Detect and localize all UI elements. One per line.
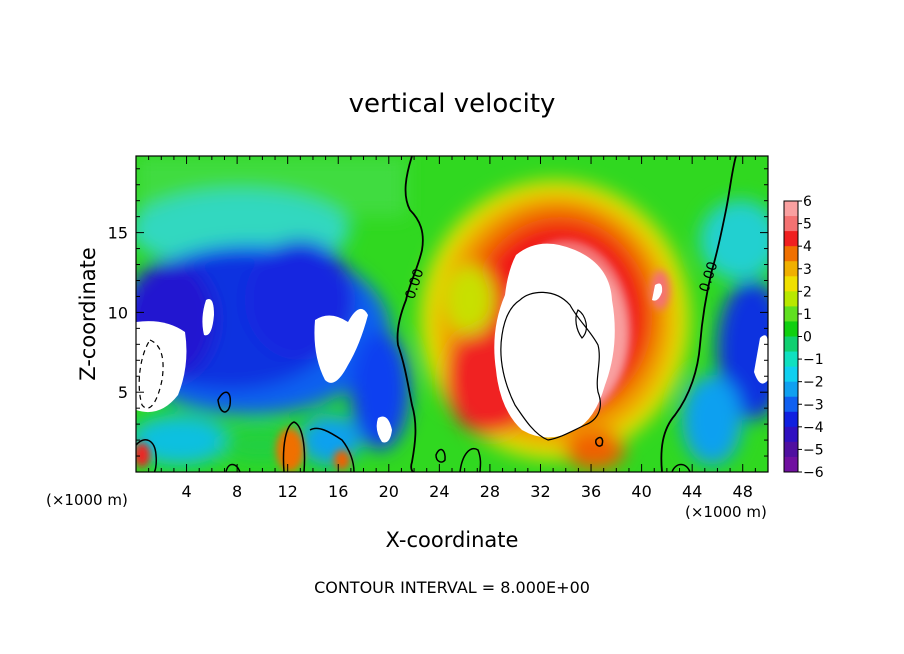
colorbar-tick-label: −4 [803, 420, 824, 436]
colorbar-swatch [784, 366, 798, 383]
colorbar-swatch [784, 321, 798, 337]
colorbar-swatch [784, 246, 798, 262]
x-tick-label: 16 [328, 482, 348, 501]
colorbar-tick-label: 6 [803, 194, 812, 210]
colorbar-swatch [784, 441, 798, 458]
x-axis-label: X-coordinate [386, 528, 519, 552]
colorbar-swatch [784, 396, 798, 413]
x-tick-label: 20 [379, 482, 399, 501]
x-tick-label: 44 [682, 482, 702, 501]
colorbar-tick-label: 3 [803, 262, 812, 278]
colorbar-tick-label: −6 [803, 465, 824, 481]
x-tick-label: 4 [181, 482, 191, 501]
y-axis: 5 10 15 [108, 168, 768, 457]
x-tick-label: 32 [530, 482, 550, 501]
contour-lines [136, 156, 737, 472]
colorbar-tick-label: 5 [803, 217, 812, 233]
y-tick-label: 15 [108, 224, 128, 243]
colorbar-tick-label: 0 [803, 330, 812, 346]
x-tick-label: 12 [278, 482, 298, 501]
colorbar-swatch [784, 426, 798, 443]
y-axis-label: Z-coordinate [76, 247, 100, 381]
x-tick-label: 36 [581, 482, 601, 501]
x-tick-label: 24 [429, 482, 449, 501]
y-tick-label: 5 [118, 383, 128, 402]
x-tick-label: 28 [480, 482, 500, 501]
colorbar-tick-label: 4 [803, 239, 812, 255]
y-tick-label: 10 [108, 303, 128, 322]
colorbar-swatch [784, 201, 798, 217]
colorbar-tick-label: −2 [803, 375, 824, 391]
x-axis: 4 8 12 16 20 24 28 32 36 40 44 48 [148, 156, 756, 501]
colorbar-swatch [784, 291, 798, 307]
colorbar-tick-label: −5 [803, 442, 824, 458]
colorbar-swatch [784, 306, 798, 322]
colorbar-tick-label: 2 [803, 284, 812, 300]
colorbar-swatch [784, 351, 798, 368]
colorbar: 6 5 4 3 2 1 0 −1 −2 −3 −4 −5 −6 [783, 194, 824, 481]
x-tick-label: 40 [631, 482, 651, 501]
colorbar-tick-label: −3 [803, 397, 824, 413]
colorbar-swatch [784, 336, 798, 353]
heatmap-field [136, 156, 768, 472]
colorbar-swatch [784, 216, 798, 232]
colorbar-tick-label: 1 [803, 307, 812, 323]
contour-interval-footer: CONTOUR INTERVAL = 8.000E+00 [314, 578, 590, 597]
colorbar-swatch [784, 381, 798, 398]
x-unit-right: (×1000 m) [685, 503, 767, 521]
colorbar-swatch [784, 411, 798, 428]
colorbar-swatch [784, 276, 798, 292]
colorbar-swatch [784, 261, 798, 277]
x-unit-left: (×1000 m) [46, 491, 128, 509]
colorbar-swatch [784, 231, 798, 247]
colorbar-swatch [784, 456, 798, 473]
chart-title: vertical velocity [349, 89, 556, 119]
x-tick-label: 48 [733, 482, 753, 501]
x-tick-label: 8 [232, 482, 242, 501]
colorbar-tick-label: −1 [803, 352, 824, 368]
